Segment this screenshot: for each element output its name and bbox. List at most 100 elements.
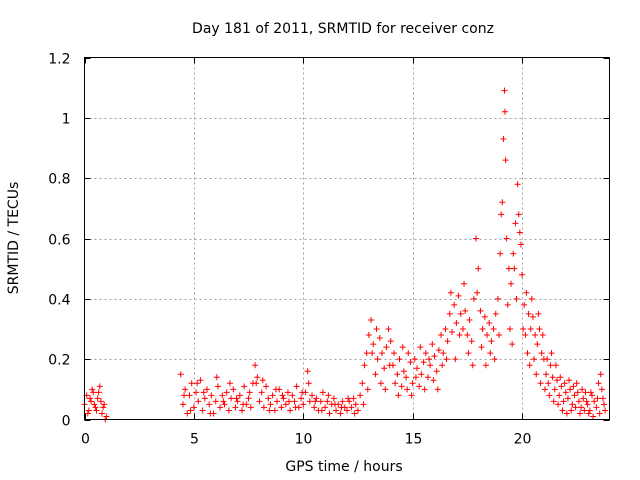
data-point [484, 332, 490, 339]
data-point [429, 341, 436, 348]
data-point [422, 350, 429, 357]
data-point [405, 350, 412, 357]
data-point [456, 332, 463, 339]
data-point [545, 380, 552, 387]
data-point [439, 362, 446, 369]
data-point [361, 362, 368, 369]
data-point [186, 392, 193, 399]
data-point [414, 365, 420, 372]
data-point [236, 392, 243, 399]
chart-title: Day 181 of 2011, SRMTID for receiver con… [192, 21, 494, 37]
data-point [368, 316, 375, 323]
data-point [271, 407, 278, 414]
data-point [225, 407, 232, 414]
data-point [575, 398, 582, 405]
data-point [256, 398, 263, 405]
data-point [531, 356, 538, 363]
data-point [260, 404, 267, 411]
data-point [496, 332, 503, 339]
data-point [364, 386, 371, 393]
data-point [453, 319, 460, 326]
data-point [359, 380, 366, 387]
data-point [286, 398, 293, 405]
data-point [559, 407, 566, 414]
data-point [557, 374, 564, 381]
data-point [578, 404, 585, 411]
data-point [451, 301, 458, 308]
data-point [535, 310, 542, 317]
data-point [512, 220, 519, 227]
data-point [533, 371, 540, 378]
data-point [354, 407, 361, 414]
data-point [426, 356, 433, 363]
data-point [373, 326, 380, 332]
data-point [407, 359, 414, 366]
data-point [541, 386, 548, 393]
data-point [475, 265, 482, 272]
data-point [345, 395, 352, 402]
data-point [214, 383, 221, 390]
data-point [199, 407, 206, 414]
data-point [385, 326, 392, 332]
data-point [396, 356, 403, 363]
x-tick-label: 15 [405, 432, 423, 448]
data-point [409, 380, 416, 387]
data-point [435, 347, 442, 354]
data-point [464, 332, 471, 339]
data-point [319, 389, 326, 396]
data-point [254, 374, 261, 381]
data-point [477, 307, 484, 314]
data-point [527, 326, 534, 332]
data-point [509, 341, 516, 348]
data-point [213, 374, 220, 381]
data-point [424, 374, 431, 381]
data-point [181, 392, 188, 399]
data-point [84, 410, 91, 417]
data-point [377, 380, 384, 387]
data-point [325, 392, 332, 399]
data-point [465, 350, 472, 357]
data-point [529, 313, 536, 320]
data-point [282, 401, 289, 408]
data-point [492, 310, 499, 317]
data-point [344, 407, 350, 414]
plot-frame [84, 57, 610, 420]
data-point [420, 359, 427, 366]
data-point [177, 371, 184, 378]
data-point [581, 407, 588, 414]
data-point [457, 310, 464, 317]
y-tick-label: 0.4 [48, 293, 70, 309]
data-point [187, 407, 194, 414]
data-point [469, 362, 476, 369]
data-point [263, 383, 270, 390]
data-point [602, 407, 609, 414]
data-point [228, 395, 235, 402]
data-point [563, 410, 570, 417]
data-point [574, 389, 581, 396]
data-point [522, 332, 529, 339]
data-point [91, 401, 98, 408]
data-point [352, 401, 359, 408]
data-point [400, 368, 407, 375]
data-point [417, 344, 424, 351]
data-point [278, 404, 285, 411]
data-point [538, 350, 545, 357]
data-point [269, 392, 276, 399]
data-point [418, 371, 425, 378]
data-point [411, 356, 418, 363]
data-point [208, 392, 215, 399]
data-point [239, 407, 245, 414]
data-point [572, 404, 579, 411]
data-point [539, 332, 546, 339]
data-point [95, 389, 102, 396]
data-point [372, 371, 379, 378]
data-point [374, 356, 381, 363]
data-point [99, 410, 105, 417]
data-point [515, 211, 522, 218]
data-point [259, 377, 266, 384]
data-point [279, 392, 286, 399]
data-point [253, 380, 260, 387]
data-point [443, 356, 450, 363]
data-point [287, 407, 294, 414]
data-point [330, 395, 337, 402]
